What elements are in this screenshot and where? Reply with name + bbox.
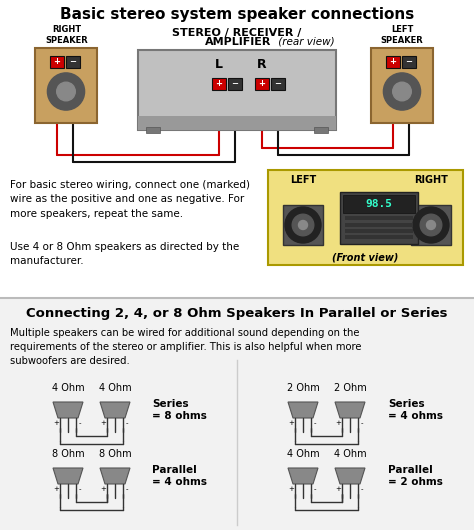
Bar — [411, 205, 451, 245]
Text: For basic stereo wiring, connect one (marked)
wire as the positive and one as ne: For basic stereo wiring, connect one (ma… — [10, 180, 250, 219]
Bar — [268, 170, 463, 265]
Text: -: - — [126, 420, 128, 426]
Bar — [345, 229, 413, 233]
Bar — [255, 78, 269, 90]
Text: -: - — [361, 420, 363, 426]
Text: -: - — [79, 486, 81, 492]
Text: Parallel
= 4 ohms: Parallel = 4 ohms — [152, 465, 207, 487]
Text: (Front view): (Front view) — [332, 252, 399, 262]
Text: LEFT: LEFT — [290, 175, 316, 185]
Bar — [371, 48, 433, 123]
Text: 2 Ohm: 2 Ohm — [334, 383, 366, 393]
Text: AMPLIFIER: AMPLIFIER — [205, 37, 272, 47]
Text: -: - — [79, 420, 81, 426]
Text: +: + — [258, 80, 265, 89]
Bar — [402, 56, 416, 68]
Text: RIGHT
SPEAKER: RIGHT SPEAKER — [46, 25, 88, 45]
Text: Basic stereo system speaker connections: Basic stereo system speaker connections — [60, 7, 414, 22]
Circle shape — [47, 73, 84, 110]
Polygon shape — [335, 402, 365, 418]
Text: 4 Ohm: 4 Ohm — [99, 383, 131, 393]
Text: LEFT
SPEAKER: LEFT SPEAKER — [381, 25, 423, 45]
Text: Use 4 or 8 Ohm speakers as directed by the
manufacturer.: Use 4 or 8 Ohm speakers as directed by t… — [10, 242, 239, 267]
Bar — [138, 50, 336, 130]
Text: −: − — [231, 80, 238, 89]
Polygon shape — [335, 468, 365, 484]
Text: Series
= 4 ohms: Series = 4 ohms — [388, 399, 443, 421]
Bar — [35, 48, 97, 123]
Text: 98.5: 98.5 — [365, 199, 392, 209]
Bar — [283, 205, 323, 245]
Text: +: + — [100, 420, 106, 426]
Text: +: + — [335, 420, 341, 426]
Polygon shape — [288, 468, 318, 484]
Bar — [345, 223, 413, 227]
Bar — [212, 78, 226, 90]
Text: −: − — [274, 80, 282, 89]
Polygon shape — [100, 402, 130, 418]
Text: Connecting 2, 4, or 8 Ohm Speakers In Parallel or Series: Connecting 2, 4, or 8 Ohm Speakers In Pa… — [26, 307, 448, 321]
Text: L: L — [215, 57, 223, 70]
Text: -: - — [314, 420, 316, 426]
Text: RIGHT: RIGHT — [414, 175, 448, 185]
Text: +: + — [216, 80, 222, 89]
Bar — [386, 56, 400, 68]
Text: Multiple speakers can be wired for additional sound depending on the
requirement: Multiple speakers can be wired for addit… — [10, 328, 362, 366]
Bar — [345, 216, 413, 220]
Bar — [271, 78, 285, 90]
Bar — [343, 195, 415, 213]
Text: 8 Ohm: 8 Ohm — [99, 449, 131, 459]
Text: +: + — [53, 420, 59, 426]
Text: +: + — [54, 57, 61, 66]
Text: 8 Ohm: 8 Ohm — [52, 449, 84, 459]
Text: Series
= 8 ohms: Series = 8 ohms — [152, 399, 207, 421]
Text: R: R — [257, 57, 267, 70]
Circle shape — [413, 207, 449, 243]
Bar — [66, 56, 80, 68]
Circle shape — [285, 207, 321, 243]
Text: −: − — [70, 57, 76, 66]
Text: −: − — [405, 57, 412, 66]
Bar — [0, 298, 474, 530]
Text: 2 Ohm: 2 Ohm — [287, 383, 319, 393]
Circle shape — [392, 82, 411, 101]
Polygon shape — [53, 468, 83, 484]
Polygon shape — [288, 402, 318, 418]
Bar — [146, 127, 160, 133]
Text: +: + — [288, 420, 294, 426]
Bar — [314, 127, 328, 133]
Text: -: - — [361, 486, 363, 492]
Polygon shape — [100, 468, 130, 484]
Polygon shape — [53, 402, 83, 418]
Text: 4 Ohm: 4 Ohm — [52, 383, 84, 393]
Circle shape — [57, 82, 75, 101]
Text: +: + — [100, 486, 106, 492]
Bar — [50, 56, 64, 68]
Text: 4 Ohm: 4 Ohm — [334, 449, 366, 459]
Circle shape — [420, 214, 442, 236]
Text: STEREO / RECEIVER /: STEREO / RECEIVER / — [173, 28, 301, 38]
Text: (rear view): (rear view) — [275, 37, 335, 47]
Bar — [138, 116, 336, 130]
Text: 4 Ohm: 4 Ohm — [287, 449, 319, 459]
Text: Parallel
= 2 ohms: Parallel = 2 ohms — [388, 465, 443, 487]
Text: +: + — [335, 486, 341, 492]
Text: -: - — [314, 486, 316, 492]
Text: +: + — [390, 57, 396, 66]
Bar — [345, 235, 413, 239]
Circle shape — [292, 214, 314, 236]
Text: +: + — [288, 486, 294, 492]
Bar — [340, 192, 418, 244]
Bar — [228, 78, 242, 90]
Circle shape — [427, 220, 436, 229]
Text: +: + — [53, 486, 59, 492]
Circle shape — [383, 73, 420, 110]
Text: -: - — [126, 486, 128, 492]
Circle shape — [299, 220, 308, 229]
